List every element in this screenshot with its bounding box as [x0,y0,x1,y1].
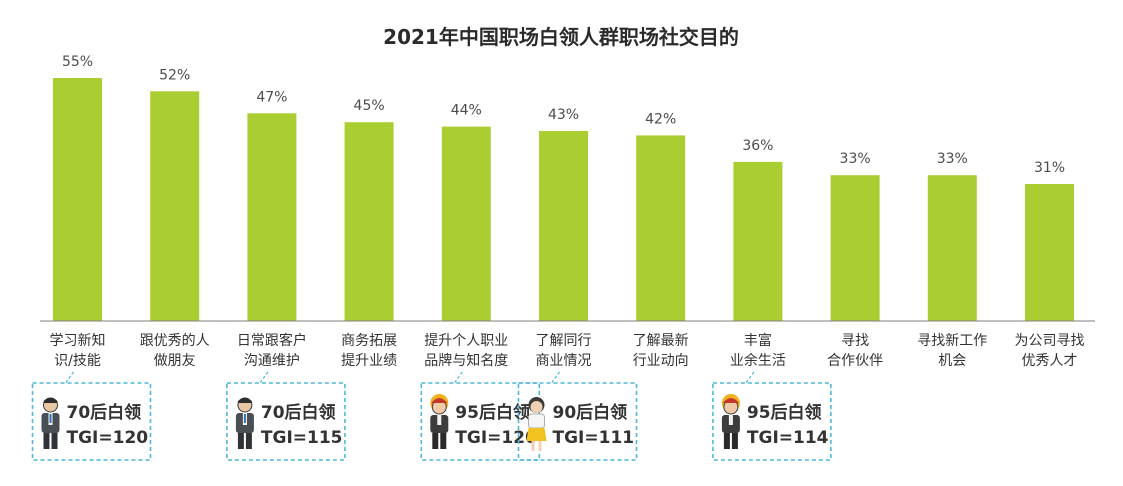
callout-tgi-label-3: TGI=111 [553,428,635,448]
value-label-9: 33% [937,151,968,167]
category-label-0-line-1: 识/技能 [54,353,101,369]
callout-tgi-label-2: TGI=120 [455,428,537,448]
callout-tgi-label-1: TGI=115 [261,428,343,448]
bar-0 [53,78,102,321]
bar-10 [1025,184,1074,321]
callout-group-label-3: 90后白领 [553,402,628,423]
bars-layer [53,78,1074,321]
value-label-3: 45% [354,98,385,114]
bar-1 [150,91,200,321]
callout-connector-3 [551,371,560,384]
bar-6 [636,135,686,321]
category-label-7-line-1: 业余生活 [730,352,786,369]
tgi-callouts: 70后白领TGI=12070后白领TGI=11595后白领TGI=12090后白… [31,371,832,461]
category-label-8-line-0: 寻找 [841,333,869,349]
callout-box-3 [517,382,638,461]
category-label-5-line-1: 商业情况 [536,353,592,369]
category-label-6-line-0: 了解最新 [633,333,689,349]
tgi-callout-0: 70后白领 TGI=120 [31,371,152,461]
category-label-5-line-0: 了解同行 [536,333,592,349]
bar-9 [927,175,977,321]
chart-title: 2021年中国职场白领人群职场社交目的 [383,25,739,49]
callout-tgi-label-4: TGI=114 [747,428,829,448]
person-icon [721,394,740,449]
category-label-2-line-0: 日常跟客户 [237,332,307,349]
callout-box-0 [31,382,152,461]
callout-tgi-label-0: TGI=120 [67,428,149,448]
category-label-1-line-1: 做朋友 [154,353,196,369]
category-label-3-line-1: 提升业绩 [341,353,397,369]
tgi-callout-4: 95后白领 TGI=114 [712,371,832,461]
callout-connector-2 [453,371,463,384]
tgi-callout-1: 70后白领 TGI=115 [226,371,346,461]
category-label-6-line-1: 行业动向 [633,353,689,369]
person-icon [430,394,449,449]
tgi-callout-2: 95后白领 TGI=120 [420,371,541,461]
value-label-1: 52% [159,67,190,83]
callout-connector-0 [65,371,74,384]
category-label-7-line-0: 丰富 [744,332,772,349]
category-label-10-line-1: 优秀人才 [1022,353,1078,369]
callout-connector-1 [259,371,269,384]
person-icon [41,397,60,449]
category-label-1-line-0: 跟优秀的人 [140,333,210,349]
callout-group-label-1: 70后白领 [261,402,336,423]
value-label-6: 42% [645,111,676,127]
category-label-9-line-0: 寻找新工作 [917,333,987,349]
category-label-4-line-1: 品牌与知名度 [424,352,508,369]
callout-connector-4 [745,371,755,384]
callout-box-4 [712,382,832,461]
category-label-2-line-1: 沟通维护 [244,353,300,369]
bar-5 [539,131,588,321]
value-label-0: 55% [62,54,93,70]
callout-group-label-0: 70后白领 [67,402,142,423]
callout-group-label-2: 95后白领 [455,402,530,423]
value-label-8: 33% [840,151,871,167]
tgi-callout-3: 90后白领 TGI=111 [517,371,638,461]
value-label-5: 43% [548,107,579,123]
category-label-3-line-0: 商务拓展 [341,333,397,349]
category-label-0-line-0: 学习新知 [50,332,106,349]
value-label-2: 47% [256,89,287,105]
value-label-7: 36% [742,138,773,154]
bar-3 [344,122,394,321]
value-label-4: 44% [451,103,482,119]
value-label-10: 31% [1034,160,1065,176]
category-label-9-line-1: 机会 [938,353,966,369]
category-label-4-line-0: 提升个人职业 [424,333,508,349]
bar-4 [441,126,491,321]
category-label-10-line-0: 为公司寻找 [1015,333,1085,349]
category-label-8-line-1: 合作伙伴 [827,353,883,369]
bar-7 [733,161,783,321]
callout-group-label-4: 95后白领 [747,402,822,423]
person-icon [526,397,547,451]
bar-2 [247,113,297,321]
person-icon [235,397,254,449]
bar-8 [830,175,880,321]
callout-box-1 [226,382,346,461]
